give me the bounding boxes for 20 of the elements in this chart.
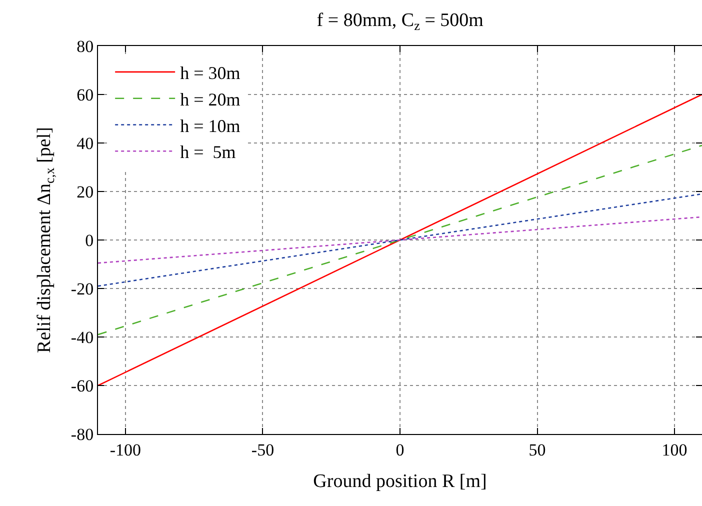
y-tick-label: -80 [70,424,94,444]
legend-label: h = 30m [180,62,240,83]
y-tick-label: 0 [85,230,94,250]
x-tick-label: 100 [662,440,688,460]
y-tick-label: -40 [70,328,94,347]
x-axis-title: Ground position R [m] [313,471,487,492]
x-tick-label: 0 [396,440,404,460]
x-tick-label: 50 [528,440,546,460]
legend-label: h = 5m [180,142,236,162]
x-tick-label: -100 [110,440,142,460]
chart-title: f = 80mm, C$_{z}$ = 500m [316,10,484,33]
y-tick-label: 80 [76,36,94,56]
y-tick-label: -20 [70,279,94,298]
y-tick-label: -60 [70,376,94,396]
y-tick-label: 60 [76,85,94,104]
y-tick-label: 20 [76,182,94,202]
legend-label: h = 20m [180,89,240,110]
x-tick-label: -50 [251,440,274,460]
y-tick-label: 40 [76,134,94,153]
legend-label: h = 10m [180,116,240,136]
